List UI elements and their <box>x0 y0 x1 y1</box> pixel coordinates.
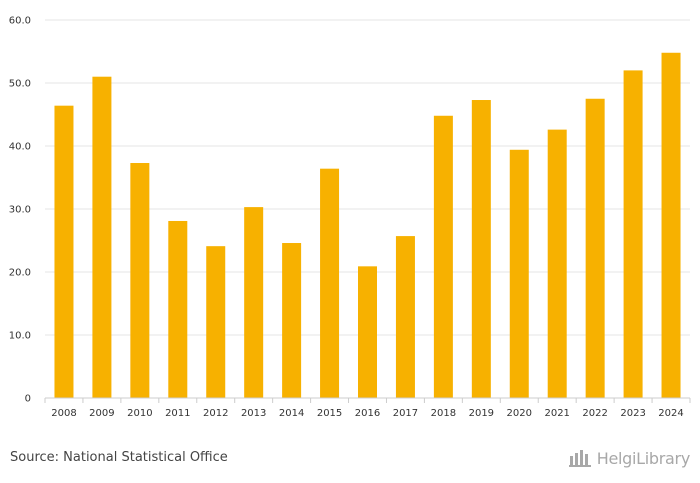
x-tick-label: 2016 <box>355 408 380 419</box>
bar-2009[interactable] <box>92 76 112 398</box>
x-tick-label: 2013 <box>241 408 266 419</box>
x-tick-label: 2020 <box>507 408 532 419</box>
y-tick-label: 30.0 <box>9 205 31 216</box>
bar-2015[interactable] <box>320 168 340 398</box>
y-tick-label: 40.0 <box>9 142 31 153</box>
grid-lines <box>45 19 690 336</box>
bar-2014[interactable] <box>282 243 302 398</box>
x-tick-label: 2008 <box>51 408 76 419</box>
logo-text: HelgiLibrary <box>596 448 691 468</box>
helgi-library-logo[interactable]: HelgiLibrary <box>568 448 691 468</box>
library-building-icon <box>568 450 591 467</box>
y-tick-label: 10.0 <box>9 331 31 342</box>
bar-2024[interactable] <box>661 52 681 398</box>
x-tick-label: 2011 <box>165 408 190 419</box>
x-tick-label: 2024 <box>658 408 683 419</box>
x-tick-label: 2018 <box>431 408 456 419</box>
x-tick-label: 2021 <box>544 408 569 419</box>
x-tick-label: 2023 <box>620 408 645 419</box>
bar-2011[interactable] <box>168 220 188 398</box>
y-tick-label: 20.0 <box>9 268 31 279</box>
y-tick-label: 50.0 <box>9 79 31 90</box>
bar-2012[interactable] <box>206 246 226 398</box>
bar-2017[interactable] <box>395 236 415 398</box>
x-axis: 2008 2009 2010 2011 2012 2013 2014 2015 2016 2017… <box>44 397 691 419</box>
x-tick-label: 2009 <box>89 408 114 419</box>
bar-2022[interactable] <box>585 98 605 398</box>
source-note: Source: National Statistical Office <box>10 450 228 465</box>
bar-2020[interactable] <box>509 149 529 398</box>
x-tick-label: 2014 <box>279 408 304 419</box>
bar-2016[interactable] <box>358 266 377 398</box>
bar-2023[interactable] <box>623 70 643 399</box>
x-tick-label: 2010 <box>127 408 152 419</box>
y-tick-label: 60.0 <box>9 16 31 27</box>
x-tick-label: 2015 <box>317 408 342 419</box>
y-tick-label: 0 <box>25 394 31 405</box>
bar-2008[interactable] <box>54 105 74 399</box>
x-tick-label: 2012 <box>203 408 228 419</box>
bar-2013[interactable] <box>244 207 264 398</box>
y-axis: 0 10.0 20.0 30.0 40.0 50.0 60.0 <box>9 16 31 405</box>
bar-2021[interactable] <box>547 129 567 398</box>
x-tick-label: 2019 <box>469 408 494 419</box>
bar-2019[interactable] <box>471 100 491 398</box>
x-tick-label: 2022 <box>582 408 607 419</box>
x-tick-label: 2017 <box>393 408 418 419</box>
bars <box>54 52 681 399</box>
bar-2010[interactable] <box>130 163 150 398</box>
bar-2018[interactable] <box>433 115 453 398</box>
